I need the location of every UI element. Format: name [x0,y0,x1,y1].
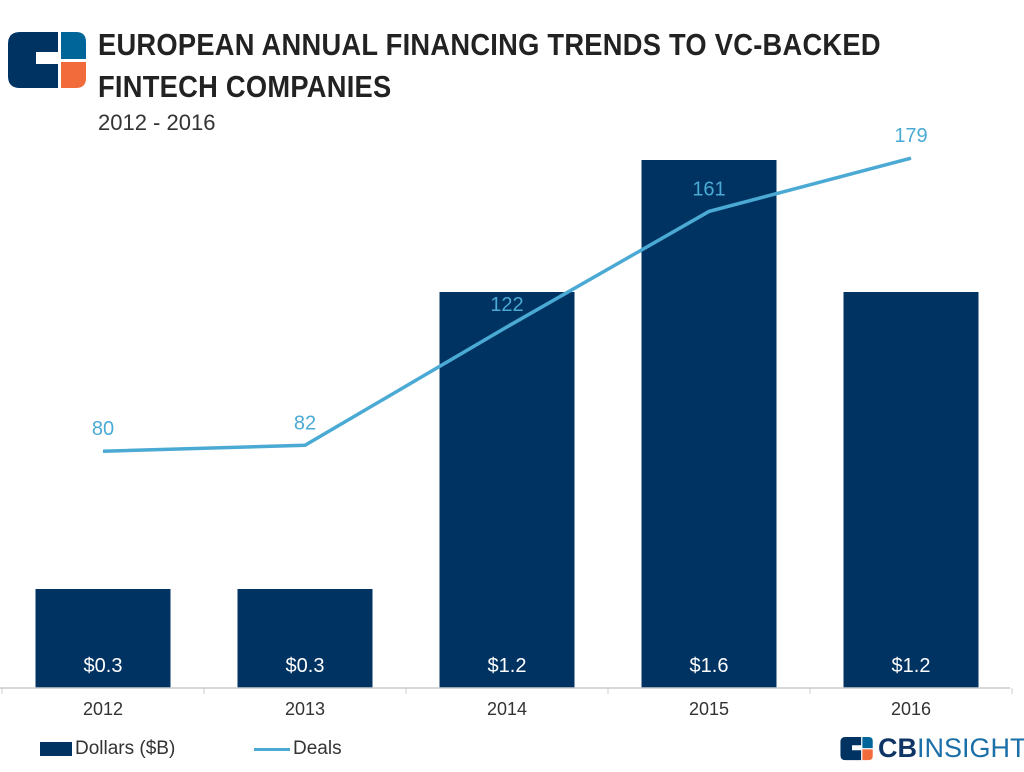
cb-insights-logo [8,32,86,88]
bar-2012 [35,589,171,688]
bar-label-2014: $1.2 [488,655,527,677]
chart: $0.3 2012 $0.3 2013 $1.2 2014 $1.6 2015 $1.2 2016… [0,125,1013,719]
legend-swatch-bar [40,742,72,756]
brand-logo: CBINSIGHTS [840,733,1024,764]
x-tick-2014: 2014 [487,699,527,719]
x-tick-2012: 2012 [83,699,123,719]
deals-label-2014: 122 [490,294,523,316]
bar-label-2013: $0.3 [286,655,325,677]
x-tick-2015: 2015 [689,699,729,719]
x-tick-2016: 2016 [891,699,931,719]
bar-2015 [641,160,777,688]
deals-label-2016: 179 [894,125,927,147]
deals-label-2013: 82 [294,412,316,434]
chart-title: EUROPEAN ANNUAL FINANCING TRENDS TO VC-B… [98,27,881,104]
bar-2014 [439,292,575,688]
deals-label-2015: 161 [692,178,725,200]
chart-subtitle: 2012 - 2016 [98,110,216,135]
deals-label-2012: 80 [92,418,114,440]
x-tick-2013: 2013 [285,699,325,719]
legend-deals: Deals [254,738,342,760]
bar-label-2015: $1.6 [690,655,729,677]
bar-2013 [237,589,373,688]
bar-label-2012: $0.3 [84,655,123,677]
legend-swatch-line [254,747,290,751]
bar-2016 [843,292,979,688]
legend-dollars: Dollars ($B) [40,738,175,760]
bar-label-2016: $1.2 [892,655,931,677]
